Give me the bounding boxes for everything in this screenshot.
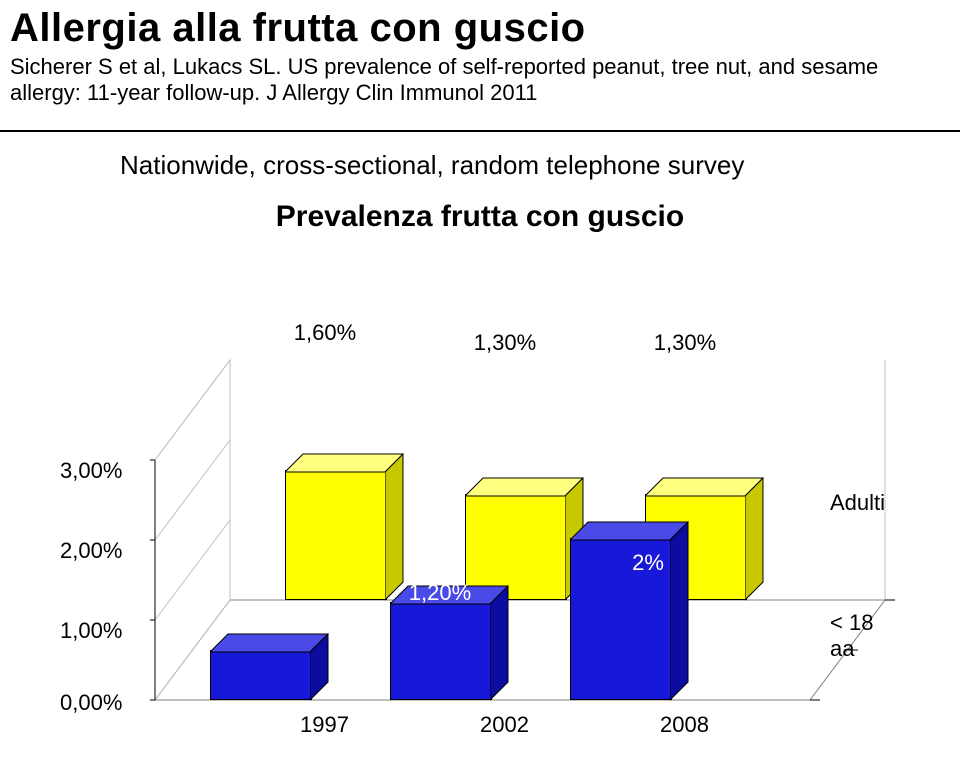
subtitle-text: Nationwide, cross-sectional, random tele… [120, 150, 744, 181]
chart-title: Prevalenza frutta con guscio [0, 200, 960, 234]
bar [210, 652, 310, 700]
divider [0, 130, 960, 132]
citation-text: Sicherer S et al, Lukacs SL. US prevalen… [10, 54, 950, 106]
bar [390, 604, 490, 700]
value-label: 2% [588, 550, 708, 576]
bar-row-under18 [60, 260, 900, 740]
prevalence-chart: 3,00% 2,00% 1,00% 0,00% 1997 2002 2008 A… [60, 260, 900, 740]
value-label: 1,20% [380, 580, 500, 606]
value-label: 0,60% [200, 610, 320, 636]
page-title: Allergia alla frutta con guscio [10, 6, 586, 51]
